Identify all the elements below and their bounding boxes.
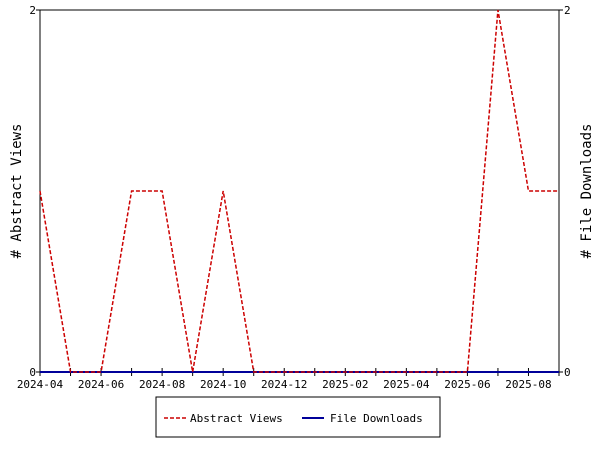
y-axis-title-right: # File Downloads — [579, 124, 595, 259]
series-line-abstract-views — [39, 9, 559, 373]
x-tick-label: 2025-02 — [322, 378, 368, 391]
y-tick-label-right: 2 — [564, 4, 571, 17]
legend-box — [155, 396, 441, 438]
x-tick-label: 2024-04 — [17, 378, 64, 391]
x-tick-label: 2024-10 — [200, 378, 246, 391]
x-tick-label: 2025-08 — [505, 378, 551, 391]
x-tick-label: 2024-08 — [139, 378, 185, 391]
y-tick-label-left: 2 — [29, 4, 36, 17]
y-tick-label-right: 0 — [564, 366, 571, 379]
x-tick-label: 2025-04 — [383, 378, 430, 391]
legend-label: Abstract Views — [190, 412, 283, 425]
x-tick-label: 2024-12 — [261, 378, 307, 391]
y-tick-label-left: 0 — [29, 366, 36, 379]
y-axis-title-left: # Abstract Views — [9, 124, 25, 259]
x-tick-label: 2024-06 — [78, 378, 124, 391]
legend-label: File Downloads — [330, 412, 423, 425]
x-tick-label: 2025-06 — [444, 378, 490, 391]
plot-area — [39, 9, 560, 373]
